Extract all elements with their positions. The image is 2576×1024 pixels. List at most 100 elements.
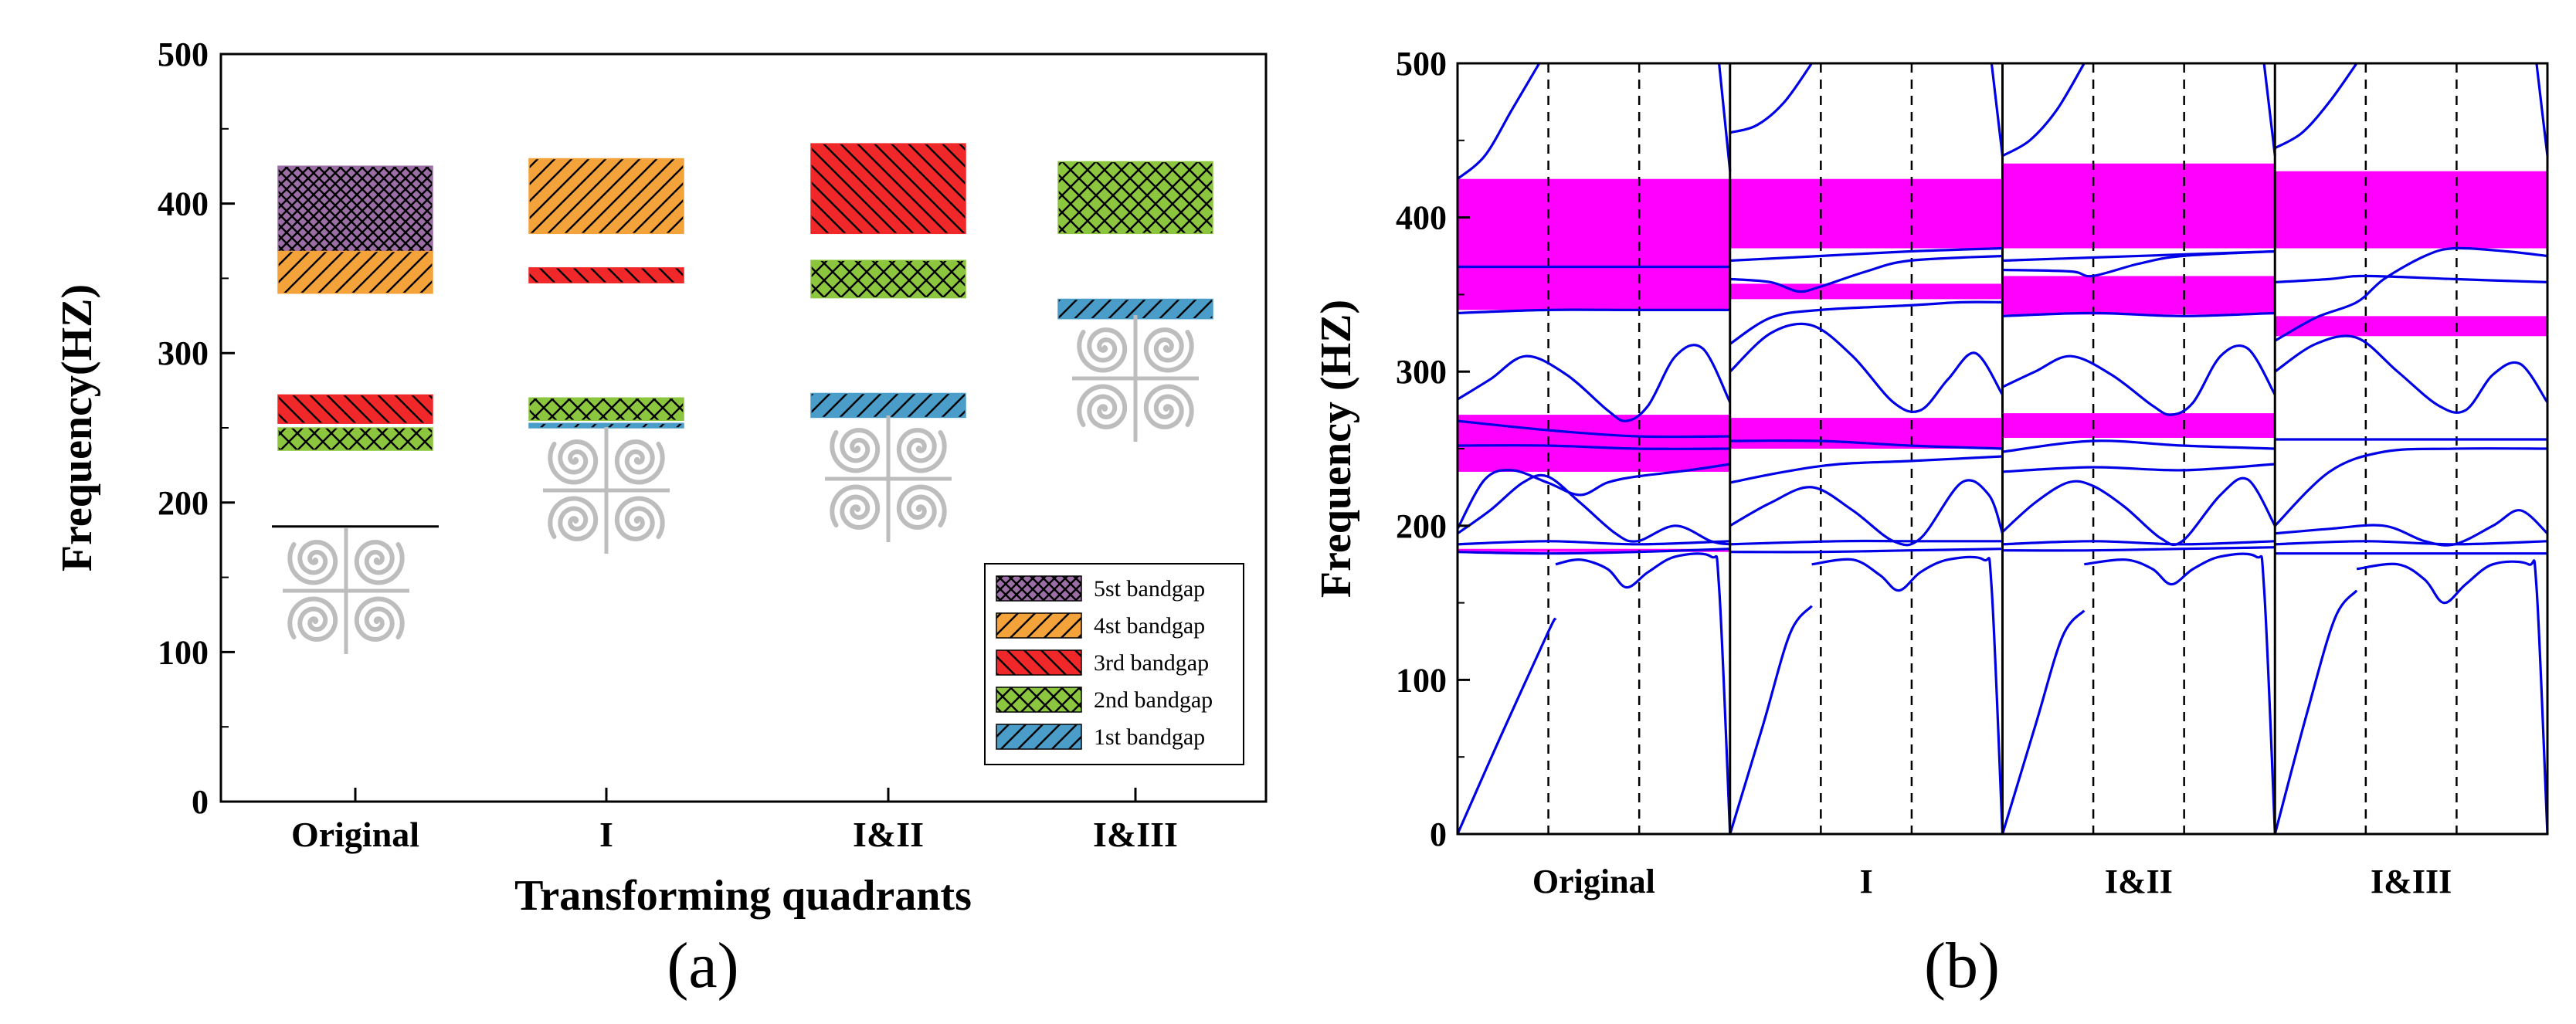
band-curve — [2274, 334, 2549, 414]
legend-swatch — [996, 612, 1082, 639]
panel-b-y-tick-label: 400 — [1396, 199, 1447, 237]
panel-b-x-tick-label: I&II — [2105, 863, 2173, 900]
band-curve — [2001, 344, 2276, 416]
band-curve — [1729, 605, 1813, 835]
panel-b-x-tick-label: I — [1860, 863, 1873, 900]
bandgap-bar — [528, 267, 684, 283]
band-curve — [1457, 444, 1730, 450]
band-curve — [1729, 479, 2004, 547]
band-curve — [1729, 63, 1813, 134]
panel-a-y-axis-title: Frequency(HZ) — [53, 284, 101, 571]
band-curve — [1457, 548, 1730, 555]
band-curve — [1457, 344, 1732, 422]
band-curve — [1729, 322, 2004, 413]
panel-a-y-tick-label: 0 — [192, 783, 209, 821]
bandgap-bar — [1057, 161, 1213, 235]
bandgap-bar — [277, 394, 433, 424]
band-curve — [1729, 300, 2003, 345]
band-curve — [2275, 540, 2548, 546]
band-curve — [2002, 311, 2276, 317]
panel-a-unit-cell-icons — [283, 315, 1199, 654]
panel-b-y-tick-label: 300 — [1396, 353, 1447, 391]
panel-b-y-tick-label: 0 — [1430, 815, 1447, 853]
band-gap-region — [2275, 316, 2547, 337]
band-curve — [1729, 246, 2003, 263]
band-curve — [2002, 463, 2276, 473]
band-curve — [1457, 419, 1730, 439]
panel-a-bandgap-bars — [277, 143, 1213, 451]
band-curve — [1457, 540, 1730, 546]
panel-a-bandgap-chart: 0 100 200 300 400 500 Original I I&II I&III Freq… — [53, 36, 1268, 1002]
bandgap-bar — [528, 158, 684, 235]
panel-b-y-tick-label: 200 — [1396, 507, 1447, 545]
panel-b-y-tick-label: 500 — [1396, 45, 1447, 83]
panel-a-y-tick-label: 100 — [158, 633, 209, 671]
panel-a-x-tick-label: I&III — [1093, 815, 1178, 854]
band-curve — [2275, 274, 2548, 283]
band-curve — [2274, 246, 2548, 342]
band-curve — [2001, 609, 2086, 835]
panel-b-label: (b) — [1924, 930, 2000, 1002]
band-curve — [2262, 63, 2276, 156]
band-gap-region — [1729, 283, 2003, 300]
band-gap-region — [2002, 413, 2276, 439]
legend-label: 3rd bandgap — [1094, 650, 1209, 676]
bandgap-bar — [277, 165, 433, 253]
band-curve — [1555, 552, 1732, 835]
band-curve — [1456, 63, 1541, 180]
panel-a-x-tick-label: Original — [291, 815, 419, 854]
band-curve — [1729, 455, 2003, 484]
band-gap-region — [1458, 178, 1730, 310]
bandgap-bar — [810, 392, 966, 419]
legend-label: 2nd bandgap — [1094, 687, 1213, 713]
band-curve — [1456, 463, 1731, 530]
band-curve — [1729, 539, 2003, 546]
band-gap-region — [2002, 276, 2276, 315]
legend-label: 1st bandgap — [1094, 724, 1205, 750]
band-curve — [2002, 249, 2276, 263]
unit-cell-spiral-icon — [543, 427, 670, 554]
unit-cell-spiral-icon — [825, 415, 952, 542]
panel-b-y-tick-label: 100 — [1396, 661, 1447, 699]
band-curve — [2274, 63, 2358, 150]
band-curve — [2002, 546, 2276, 552]
legend-swatch — [996, 687, 1082, 713]
band-curve — [2273, 589, 2358, 835]
band-curve — [2001, 63, 2086, 158]
panel-a-x-axis-title: Transforming quadrants — [514, 872, 972, 920]
band-curve — [1718, 63, 1732, 171]
band-gap-region — [1729, 178, 2003, 249]
band-curve — [2001, 476, 2276, 547]
panel-b-x-tick-label: I&III — [2371, 863, 2452, 900]
band-gap-region — [2002, 163, 2276, 249]
panel-a-legend: 5st bandgap 4st bandgap 3rd bandgap 2nd ban… — [984, 563, 1244, 765]
panel-a-y-ticks: 0 100 200 300 400 500 — [158, 36, 235, 821]
legend-swatch — [996, 724, 1082, 750]
legend-swatch — [996, 575, 1082, 602]
panel-a-x-tick-label: I — [599, 815, 613, 854]
band-gap-region — [2275, 171, 2547, 249]
panel-b-x-tick-label: Original — [1532, 863, 1655, 900]
panel-a-x-tick-label: I&II — [853, 815, 924, 854]
band-curve — [2002, 439, 2276, 453]
panel-a-y-tick-label: 400 — [158, 185, 209, 223]
panel-b-band-structure: 0 100 200 300 400 500 Original I I&II I&III Freq… — [1312, 45, 2549, 1002]
band-gap-region — [1458, 415, 1730, 472]
panel-b-gap-regions — [1458, 163, 2547, 552]
band-curve — [2535, 63, 2549, 156]
panel-b-x-categories: Original I I&II I&III — [1532, 863, 2452, 900]
band-curve — [1811, 555, 2004, 835]
legend-label: 5st bandgap — [1094, 576, 1205, 602]
band-curve — [2356, 559, 2549, 835]
panel-a-y-tick-label: 200 — [158, 484, 209, 522]
band-curve — [2002, 540, 2276, 546]
band-curve — [1457, 308, 1730, 314]
legend-label: 4st bandgap — [1094, 613, 1205, 639]
panel-a-y-tick-label: 300 — [158, 334, 209, 372]
band-gap-region — [1458, 548, 1730, 552]
bandgap-bar — [810, 259, 966, 299]
band-curve — [2274, 447, 2548, 527]
bandgap-bar — [810, 143, 966, 235]
band-curve — [2275, 509, 2549, 547]
